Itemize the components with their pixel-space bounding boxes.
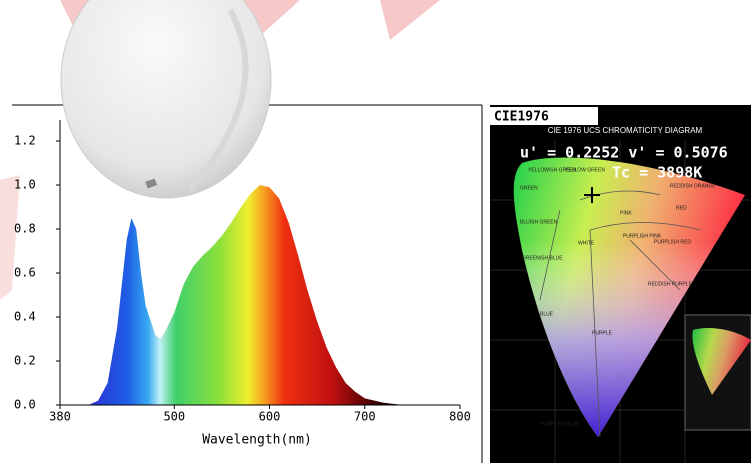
coordinates: u' = 0.2252 v' = 0.5076	[520, 144, 728, 162]
y-tick-label: 1.0	[14, 178, 36, 192]
watermark	[0, 175, 20, 300]
crosshair	[584, 187, 600, 203]
y-tick-label: 0.8	[14, 222, 36, 236]
x-tick-label: 380	[49, 410, 71, 424]
spectrum-area	[88, 185, 403, 405]
cie-title: CIE 1976 UCS CHROMATICITY DIAGRAM	[548, 126, 703, 135]
lamp-photo	[60, 0, 272, 199]
y-tick-label: 0.0	[14, 398, 36, 412]
region-label: REDDISH PURPLE	[648, 281, 693, 287]
x-tick-label: 600	[259, 410, 281, 424]
x-tick-label: 500	[163, 410, 185, 424]
cct: Tc = 3898K	[612, 164, 702, 182]
region-label: YELLOWISH GREEN	[528, 167, 577, 173]
region-label: GREEN	[520, 185, 538, 191]
x-axis-title: Wavelength(nm)	[202, 433, 312, 448]
panel-label: CIE1976	[494, 110, 549, 125]
region-label: GREENISH BLUE	[522, 255, 563, 261]
y-tick-label: 0.4	[14, 310, 36, 324]
region-label: BLUE	[540, 311, 554, 317]
cie-panel: CIE1976 CIE 1976 UCS CHROMATICITY DIAGRA…	[490, 105, 751, 463]
region-label: PURPLISH BLUE	[540, 421, 580, 427]
region-label: WHITE	[578, 240, 595, 246]
region-label: PURPLISH RED	[654, 239, 691, 245]
y-tick-label: 0.2	[14, 354, 36, 368]
x-tick-label: 800	[449, 410, 471, 424]
region-label: PINK	[620, 210, 632, 216]
region-label: PURPLISH PINK	[623, 233, 662, 239]
region-label: REDDISH ORANGE	[670, 183, 716, 189]
x-tick-label: 700	[354, 410, 376, 424]
region-label: PURPLE	[592, 330, 613, 336]
region-label: BLUISH GREEN	[520, 219, 558, 225]
y-tick-label: 1.2	[14, 134, 36, 148]
y-tick-label: 0.6	[14, 266, 36, 280]
region-label: RED	[676, 205, 687, 211]
region-label: YELLOW GREEN	[565, 167, 605, 173]
